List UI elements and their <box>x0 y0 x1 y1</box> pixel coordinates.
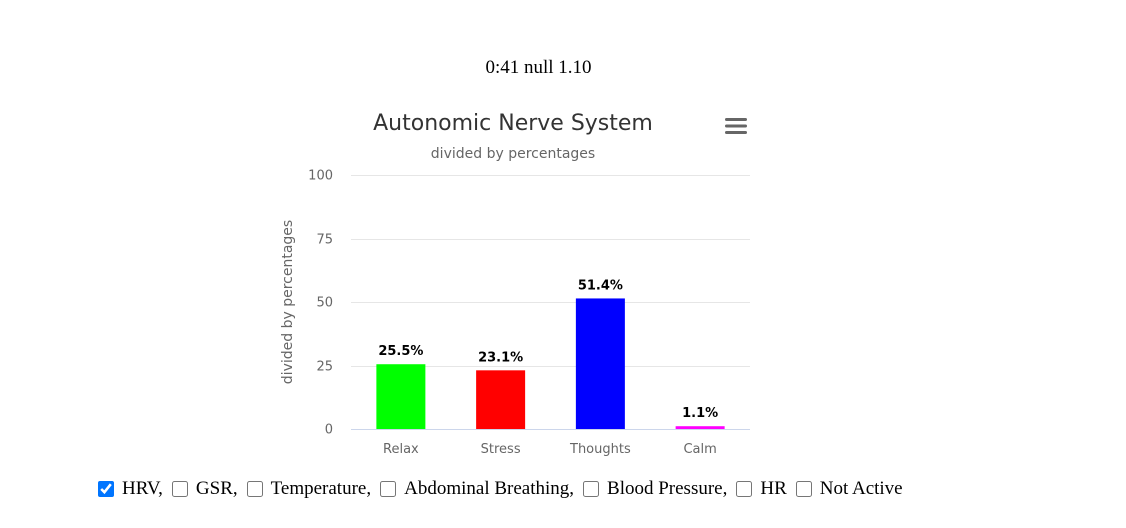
bars <box>376 298 725 429</box>
option-label: HR <box>760 478 787 499</box>
y-axis-title: divided by percentages <box>280 220 296 384</box>
option-item[interactable]: HR <box>736 477 787 501</box>
bar-calm[interactable] <box>675 426 725 429</box>
sensor-options: HRV, GSR, Temperature, Abdominal Breathing,… <box>98 477 912 501</box>
option-label: HRV, <box>122 478 163 499</box>
option-checkbox[interactable] <box>380 481 397 497</box>
x-tick-label: Thoughts <box>569 442 631 457</box>
chart-svg: Autonomic Nerve System divided by percen… <box>280 111 751 457</box>
x-tick-label: Stress <box>481 442 521 457</box>
chart-menu-button[interactable] <box>721 113 751 139</box>
y-tick-label: 100 <box>308 169 333 184</box>
x-tick-label: Relax <box>383 442 419 457</box>
x-tick-label: Calm <box>683 442 716 457</box>
y-tick-label: 75 <box>316 233 333 248</box>
option-item[interactable]: Abdominal Breathing, <box>380 477 574 501</box>
option-label: Not Active <box>819 478 903 499</box>
data-label-stress: 23.1% <box>478 350 523 365</box>
y-tick-label: 0 <box>325 423 333 438</box>
data-label-thoughts: 51.4% <box>578 278 623 293</box>
option-checkbox[interactable] <box>736 481 753 497</box>
data-label-calm: 1.1% <box>682 406 718 421</box>
y-tick-label: 25 <box>316 360 333 375</box>
option-label: Temperature, <box>270 478 372 499</box>
option-item[interactable]: GSR, <box>171 477 238 501</box>
option-checkbox[interactable] <box>795 481 812 497</box>
bar-relax[interactable] <box>376 364 426 429</box>
hamburger-menu-icon <box>725 118 747 134</box>
status-line: 0:41 null 1.10 <box>485 57 592 78</box>
x-axis-ticks: Relax Stress Thoughts Calm <box>383 442 717 457</box>
y-axis-ticks: 0 25 50 75 100 <box>308 169 333 438</box>
option-item[interactable]: HRV, <box>98 477 163 501</box>
y-tick-label: 50 <box>316 296 333 311</box>
chart-subtitle: divided by percentages <box>431 146 595 162</box>
data-labels: 25.5% 23.1% 51.4% 1.1% <box>377 277 720 423</box>
bar-thoughts[interactable] <box>575 298 625 429</box>
option-checkbox[interactable] <box>171 481 188 497</box>
bar-stress[interactable] <box>476 370 526 429</box>
option-label: GSR, <box>195 478 238 499</box>
option-checkbox[interactable] <box>98 481 114 497</box>
chart-title: Autonomic Nerve System <box>373 111 653 136</box>
data-label-relax: 25.5% <box>378 344 423 359</box>
option-checkbox[interactable] <box>583 481 600 497</box>
option-label: Blood Pressure, <box>607 478 728 499</box>
bar-chart: Autonomic Nerve System divided by percen… <box>275 100 765 470</box>
option-checkbox[interactable] <box>246 481 263 497</box>
option-item[interactable]: Not Active <box>795 477 903 501</box>
option-item[interactable]: Blood Pressure, <box>583 477 727 501</box>
option-label: Abdominal Breathing, <box>404 478 575 499</box>
option-item[interactable]: Temperature, <box>246 477 372 501</box>
